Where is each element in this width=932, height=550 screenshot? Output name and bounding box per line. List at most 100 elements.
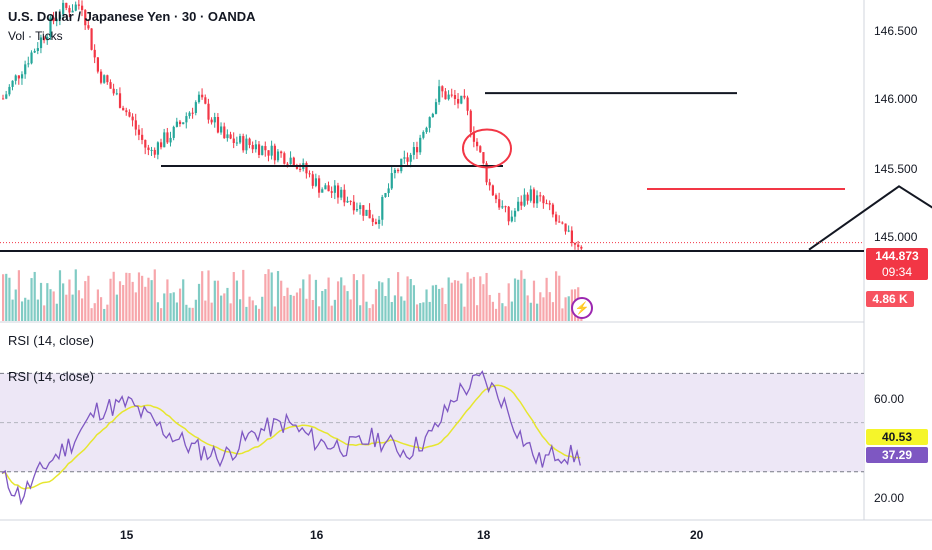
candle-body xyxy=(457,98,460,104)
volume-bar xyxy=(318,306,321,321)
volume-bar xyxy=(466,272,469,321)
volume-bar xyxy=(283,295,286,321)
volume-bar xyxy=(346,291,349,321)
rsi-line xyxy=(1,370,581,506)
volume-bar xyxy=(172,292,175,321)
candle-body xyxy=(134,120,137,130)
candle-body xyxy=(371,218,374,222)
candle-body xyxy=(245,138,248,151)
lightning-icon[interactable]: ⚡ xyxy=(571,297,593,319)
candle-body xyxy=(485,163,488,183)
volume-bar xyxy=(485,272,488,321)
volume-bar xyxy=(441,287,444,321)
volume-bar xyxy=(122,284,125,321)
volume-bar xyxy=(71,294,74,321)
candle-body xyxy=(324,185,327,190)
candle-body xyxy=(156,142,160,155)
candle-body xyxy=(476,141,479,147)
volume-bar xyxy=(422,302,425,321)
volume-bar xyxy=(235,280,239,321)
candle-body xyxy=(520,201,523,206)
volume-bar xyxy=(513,278,517,321)
candle-body xyxy=(93,49,96,58)
candle-body xyxy=(510,216,513,222)
candle-body xyxy=(340,189,343,198)
candle-body xyxy=(216,117,220,133)
candle-body xyxy=(352,201,355,211)
candle-body xyxy=(194,102,197,113)
candle-body xyxy=(365,209,368,216)
candle-body xyxy=(169,137,172,143)
candle-body xyxy=(444,91,447,100)
volume-bar xyxy=(403,300,406,321)
volume-bar xyxy=(460,283,463,321)
candle-body xyxy=(289,157,292,165)
rsi-ma-line xyxy=(1,384,581,490)
volume-bar xyxy=(302,279,305,321)
volume-bar xyxy=(147,277,150,321)
volume-bar xyxy=(77,290,81,321)
candle-body xyxy=(283,153,286,164)
volume-bar xyxy=(223,293,226,321)
volume-bar xyxy=(491,301,494,321)
candle-body xyxy=(491,185,494,196)
volume-bar xyxy=(213,280,216,321)
volume-bar xyxy=(529,302,532,321)
candle-body xyxy=(96,57,99,72)
volume-bar xyxy=(194,299,197,321)
volume-bar xyxy=(381,282,384,321)
candle-body xyxy=(128,112,131,117)
countdown-tag: 09:34 xyxy=(866,264,928,280)
candle-body xyxy=(479,146,482,153)
volume-bar xyxy=(412,285,415,321)
volume-bar xyxy=(374,289,378,321)
volume-bar xyxy=(8,277,11,321)
volume-bar xyxy=(46,283,49,321)
volume-bar xyxy=(55,303,58,321)
candle-body xyxy=(397,169,400,172)
candle-body xyxy=(555,214,558,222)
candle-body xyxy=(428,117,431,128)
candle-body xyxy=(267,150,270,156)
volume-bar xyxy=(74,269,77,321)
candle-body xyxy=(349,200,352,202)
volume-bar xyxy=(397,272,400,321)
candle-body xyxy=(343,189,346,203)
volume-bar xyxy=(321,290,324,321)
candle-body xyxy=(539,195,542,197)
candle-body xyxy=(201,94,204,98)
volume-bar xyxy=(472,276,476,321)
volume-bar xyxy=(169,293,172,321)
volume-bar xyxy=(210,302,213,321)
volume-bar xyxy=(251,300,254,321)
candle-body xyxy=(362,205,365,216)
volume-label[interactable]: Vol · Ticks xyxy=(8,29,63,43)
candle-body xyxy=(188,112,191,117)
volume-bar xyxy=(33,271,36,321)
volume-bar xyxy=(393,295,397,321)
volume-bar xyxy=(286,287,289,321)
candle-body xyxy=(257,144,261,155)
candle-body xyxy=(507,206,510,222)
candle-body xyxy=(68,7,71,13)
volume-bar xyxy=(352,274,355,321)
candle-body xyxy=(472,132,476,142)
candle-body xyxy=(378,219,381,224)
price-tick: 146.000 xyxy=(874,92,918,106)
candle-body xyxy=(545,203,548,205)
volume-bar xyxy=(359,305,362,321)
volume-bar xyxy=(115,294,118,321)
rsi-label-secondary[interactable]: RSI (14, close) xyxy=(8,369,94,384)
chart-title[interactable]: U.S. Dollar / Japanese Yen · 30 · OANDA xyxy=(8,9,256,24)
candle-body xyxy=(368,209,371,219)
candle-body xyxy=(314,178,318,186)
candle-body xyxy=(182,122,185,125)
candle-body xyxy=(58,14,62,20)
rsi-label-primary[interactable]: RSI (14, close) xyxy=(8,333,94,348)
candle-body xyxy=(144,139,147,148)
volume-bar xyxy=(118,281,122,321)
candle-body xyxy=(558,221,561,223)
candle-body xyxy=(447,94,450,100)
volume-bar xyxy=(539,292,542,321)
volume-bar xyxy=(479,276,482,321)
